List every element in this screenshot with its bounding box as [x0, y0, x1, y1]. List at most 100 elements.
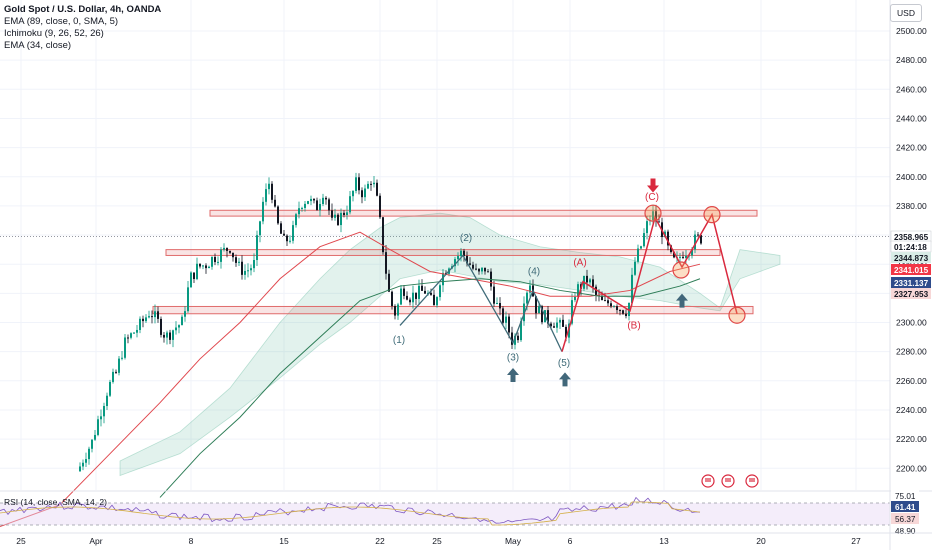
candle-body	[595, 286, 597, 296]
candle-body	[391, 291, 393, 307]
candle-body	[469, 263, 471, 265]
candle-body	[589, 279, 591, 283]
candle-body	[304, 203, 306, 208]
candle-body	[154, 311, 156, 318]
candle-body	[262, 201, 264, 222]
price-badge-bg	[891, 264, 931, 275]
candle-body	[340, 212, 342, 226]
candle-body	[319, 204, 321, 211]
candle-body	[271, 183, 273, 200]
candle-body	[379, 195, 381, 218]
candle-body	[550, 323, 552, 327]
ema34-legend[interactable]: EMA (34, close)	[4, 40, 72, 51]
symbol-title[interactable]: Gold Spot / U.S. Dollar, 4h, OANDA	[4, 4, 162, 15]
price-badge-text: 2344.873	[894, 254, 929, 263]
candle-body	[346, 212, 348, 215]
candle-body	[205, 265, 207, 269]
rsi-badge: 75.01	[891, 490, 919, 501]
rsi-badge: 56.37	[891, 513, 919, 524]
candle-body	[418, 285, 420, 299]
candle-body	[124, 337, 126, 358]
candle-body	[655, 211, 657, 222]
candle-body	[265, 189, 267, 202]
candle-body	[169, 332, 171, 340]
candle-body	[118, 358, 120, 373]
rsi-legend[interactable]: RSI (14, close, SMA, 14, 2)	[4, 497, 107, 507]
candle-body	[91, 439, 93, 449]
candle-body	[106, 395, 108, 407]
candle-body	[145, 317, 147, 322]
candle-body	[430, 292, 432, 295]
wave-label: (C)	[645, 192, 659, 203]
candle-body	[499, 302, 501, 309]
candle-body	[130, 333, 132, 338]
candle-body	[115, 371, 117, 373]
price-badge: 2331.137	[891, 277, 931, 288]
candle-body	[406, 295, 408, 300]
candle-body	[487, 271, 489, 273]
candle-body	[508, 316, 510, 333]
rsi-badge: 61.41	[891, 501, 919, 512]
time-tick-label: 25	[432, 536, 442, 546]
candle-body	[250, 268, 252, 271]
wave-label: (A)	[573, 258, 586, 269]
candle-body	[394, 306, 396, 316]
candle-body	[409, 299, 411, 303]
candle-body	[364, 188, 366, 198]
candle-body	[298, 208, 300, 215]
candle-body	[601, 295, 603, 301]
rsi-band	[0, 503, 890, 525]
candle-body	[295, 214, 297, 226]
time-tick-label: 25	[16, 536, 26, 546]
candle-body	[547, 310, 549, 324]
candle-body	[220, 249, 222, 262]
candle-body	[328, 199, 330, 211]
candle-body	[478, 268, 480, 272]
candle-body	[232, 252, 234, 258]
ichimoku-legend[interactable]: Ichimoku (9, 26, 52, 26)	[4, 28, 104, 39]
candlesticks	[79, 172, 702, 473]
price-tick-label: 2400.00	[896, 172, 927, 182]
candle-body	[631, 274, 633, 303]
event-flag-icon	[749, 478, 755, 482]
candle-body	[697, 234, 699, 236]
zone-rect	[152, 305, 754, 315]
candle-body	[553, 326, 555, 328]
candle-body	[322, 197, 324, 205]
candle-body	[529, 285, 531, 293]
wave-label: (B)	[627, 320, 640, 331]
candle-body	[343, 212, 345, 215]
candle-body	[634, 261, 636, 275]
candle-body	[199, 263, 201, 267]
price-tick-label: 2500.00	[896, 26, 927, 36]
time-tick-label: 13	[659, 536, 669, 546]
wave-label: (5)	[558, 358, 570, 369]
candle-body	[472, 264, 474, 269]
rsi-line	[0, 496, 701, 524]
time-tick-label: May	[505, 536, 522, 546]
candle-body	[277, 206, 279, 224]
candle-body	[355, 177, 357, 191]
candle-body	[505, 316, 507, 323]
price-tick-label: 2280.00	[896, 347, 927, 357]
candle-body	[577, 284, 579, 297]
candle-body	[652, 211, 654, 221]
candle-body	[370, 183, 372, 185]
candle-body	[607, 300, 609, 304]
elliott-wave-annotations: (1) (2) (3) (4) (5) (A) (B) (C)	[393, 178, 759, 488]
candle-body	[307, 201, 309, 204]
candle-body	[520, 321, 522, 341]
candle-body	[79, 466, 81, 472]
ema89-legend[interactable]: EMA (89, close, 0, SMA, 5)	[4, 16, 119, 27]
candle-body	[415, 292, 417, 299]
candle-body	[160, 318, 162, 335]
time-tick-label: 15	[279, 536, 289, 546]
candle-body	[193, 272, 195, 280]
currency-button[interactable]: USD	[890, 4, 922, 22]
price-badge: 2358.965	[890, 230, 932, 243]
wave-label: (3)	[507, 352, 519, 363]
time-tick-label: Apr	[89, 536, 102, 546]
candle-body	[538, 306, 540, 314]
